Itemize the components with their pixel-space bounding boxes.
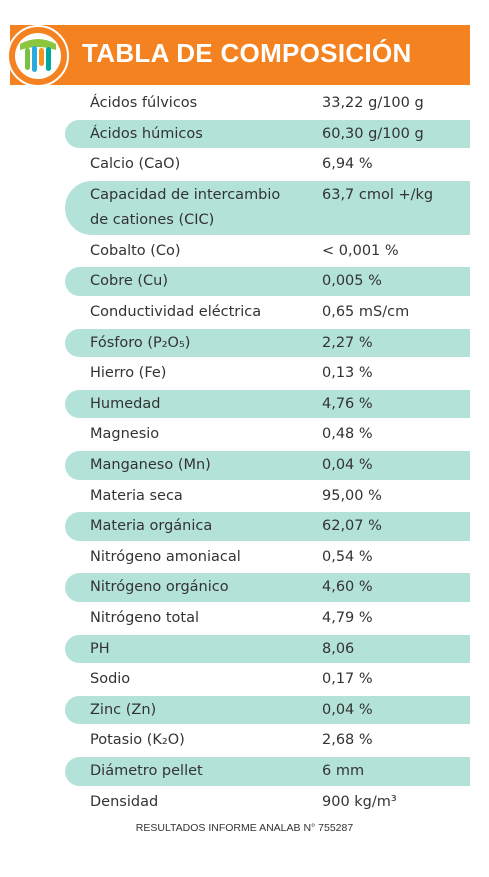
row-band (65, 389, 470, 419)
row-value: 0,005 % (322, 273, 382, 290)
row-value: 33,22 g/100 g (322, 95, 424, 111)
row-value: 0,54 % (322, 548, 373, 565)
row-band (65, 573, 470, 602)
row-value: 0,13 % (322, 365, 373, 382)
row-band (65, 119, 470, 149)
row-value: 2,27 % (322, 334, 373, 351)
row-label: Materia orgánica (90, 518, 213, 535)
row-value: 8,06 (322, 640, 355, 657)
row-label: PH (90, 640, 110, 657)
row-band (65, 328, 470, 358)
row-label: Nitrógeno amoniacal (90, 548, 241, 565)
row-label: Conductividad eléctrica (90, 304, 262, 320)
row-label: Magnesio (90, 426, 160, 443)
row-value: 63,7 cmol +/kg (322, 186, 434, 203)
row-value: 0,17 % (322, 671, 373, 688)
row-value: 62,07 % (322, 518, 382, 535)
logo (7, 25, 69, 87)
row-label: Zinc (Zn) (90, 701, 157, 718)
row-value: 2,68 % (322, 732, 373, 749)
row-value: 60,30 g/100 g (322, 125, 424, 142)
row-label: Manganeso (Mn) (90, 457, 211, 473)
row-value: 6,94 % (322, 156, 373, 173)
row-value: 0,04 % (322, 457, 373, 473)
row-label: Nitrógeno total (90, 610, 200, 626)
row-value: 4,79 % (322, 610, 373, 626)
row-band (65, 757, 470, 786)
row-band (65, 695, 470, 725)
row-label: Hierro (Fe) (90, 365, 167, 382)
row-value: 4,60 % (322, 579, 373, 596)
row-band (65, 267, 470, 296)
row-label: Fósforo (P₂O₅) (90, 334, 191, 351)
row-value: 900 kg/m³ (322, 793, 397, 810)
row-label: Diámetro pellet (90, 763, 203, 779)
row-label: Cobre (Cu) (90, 273, 169, 290)
row-label: Capacidad de intercambio (90, 186, 281, 203)
row-label: Nitrógeno orgánico (90, 579, 229, 596)
row-value: 95,00 % (322, 487, 382, 504)
row-value: 6 mm (322, 763, 365, 779)
row-band (65, 180, 470, 235)
row-value: < 0,001 % (322, 242, 399, 259)
row-value: 0,04 % (322, 701, 373, 718)
row-label: Densidad (90, 793, 159, 810)
row-label: Materia seca (90, 487, 183, 504)
header-bar (10, 25, 470, 85)
row-label: Potasio (K₂O) (90, 732, 185, 749)
row-label: Cobalto (Co) (90, 242, 181, 259)
row-band (65, 451, 470, 480)
row-value: 0,65 mS/cm (322, 304, 410, 320)
row-label: Calcio (CaO) (90, 156, 181, 173)
row-label: Humedad (90, 395, 161, 412)
row-label: Sodio (90, 671, 131, 688)
row-label: de cationes (CIC) (90, 211, 215, 228)
footer-note: RESULTADOS INFORME ANALAB N° 755287 (135, 822, 354, 834)
row-label: Ácidos fúlvicos (90, 95, 198, 111)
row-label: Ácidos húmicos (90, 125, 203, 142)
title: TABLA DE COMPOSICIÓN (82, 38, 412, 68)
row-band (65, 634, 470, 664)
row-band (65, 512, 470, 541)
row-value: 0,48 % (322, 426, 373, 443)
row-value: 4,76 % (322, 395, 373, 412)
